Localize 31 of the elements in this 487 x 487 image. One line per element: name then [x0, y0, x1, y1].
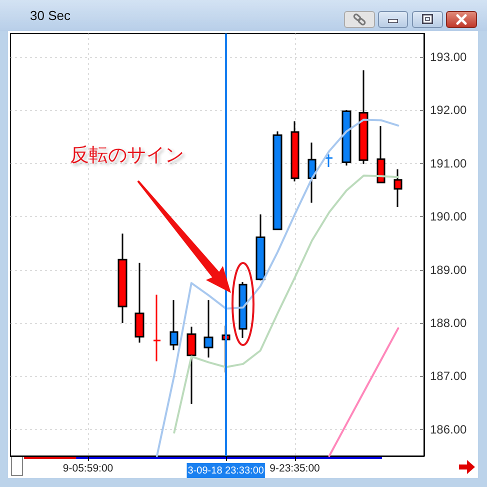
y-tick-label: 187.00: [430, 369, 468, 384]
candlestick: [170, 299, 178, 351]
candlestick: [308, 142, 316, 204]
y-tick-label: 189.00: [430, 262, 468, 277]
y-tick-label: 191.00: [430, 156, 468, 170]
candlestick: [134, 262, 144, 344]
candlestick: [186, 326, 196, 405]
y-tick-label: 193.00: [430, 50, 468, 64]
line-series: [173, 174, 400, 434]
candlestick: [152, 294, 162, 362]
candlestick: [342, 109, 352, 166]
candlestick: [290, 120, 300, 182]
candlestick: [272, 130, 282, 230]
candlestick: [204, 299, 214, 358]
candlestick: [376, 125, 386, 184]
candlestick: [238, 281, 248, 339]
annotation: 反転のサイン: [70, 143, 184, 168]
candlestick: [256, 214, 266, 282]
candlestick: [394, 168, 402, 208]
candlestick: [358, 69, 368, 165]
y-tick-label: 186.00: [430, 422, 468, 436]
candlestick: [118, 232, 128, 324]
y-tick-label: 188.00: [430, 316, 468, 330]
y-tick-label: 192.00: [430, 103, 468, 118]
chart-title: 30 Sec: [30, 8, 70, 23]
x-tick-label: 3-09-18 23:33:00: [188, 466, 264, 476]
x-tick-label: 9-23:35:00: [270, 462, 320, 474]
y-tick-label: 190.00: [430, 210, 468, 224]
line-series: [328, 327, 400, 457]
x-tick-label: 9-05:59:00: [62, 462, 114, 474]
candlestick: [324, 154, 334, 168]
